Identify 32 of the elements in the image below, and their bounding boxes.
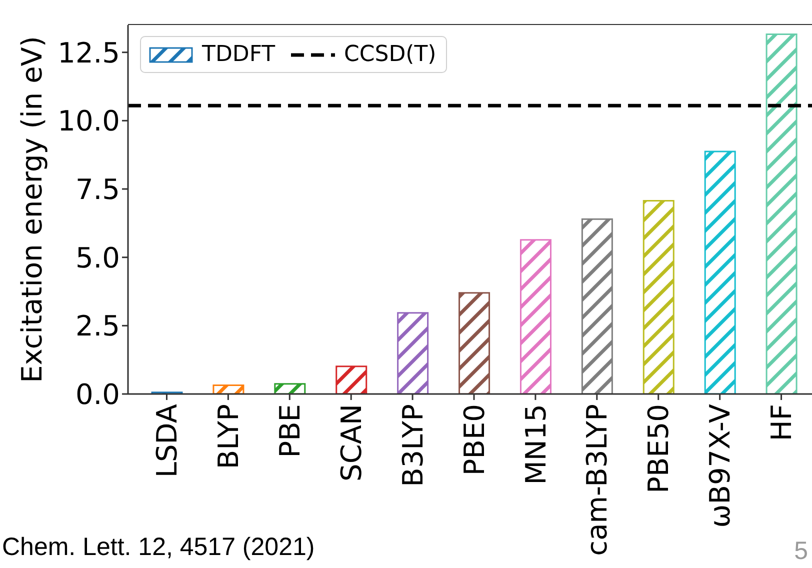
legend-label: CCSD(T): [344, 42, 436, 67]
bar: [520, 239, 552, 394]
y-tick-label: 7.5: [75, 172, 120, 206]
x-tick-label: HF: [765, 404, 798, 442]
bar: [642, 200, 674, 394]
y-axis-title: Excitation energy (in eV): [16, 36, 48, 383]
bar: [458, 292, 490, 394]
x-tick-label: B3LYP: [396, 404, 430, 487]
y-tick-label: 0.0: [75, 378, 120, 411]
x-tick-label: PBE0: [458, 404, 491, 476]
x-tick-label: cam-B3LYP: [580, 404, 614, 556]
x-tick-label: ωB97X-V: [704, 404, 737, 528]
y-tick-label: 5.0: [75, 241, 120, 274]
y-tick-label: 2.5: [75, 310, 120, 343]
x-tick-label: SCAN: [334, 404, 368, 482]
bar: [212, 384, 244, 394]
x-tick-label: PBE50: [642, 404, 676, 494]
bar: [274, 383, 306, 394]
x-tick-label: LSDA: [150, 404, 184, 478]
x-tick-label: PBE: [273, 404, 306, 458]
bar: [766, 34, 798, 394]
bar: [397, 312, 429, 394]
bar: [336, 366, 368, 394]
text: Chem. Lett. 12, 4517 (2021): [2, 533, 315, 562]
text: 5: [794, 537, 808, 566]
y-tick-label: 12.5: [58, 36, 120, 70]
y-tick-label: 10.0: [58, 104, 120, 138]
legend-label: TDDFT: [202, 42, 276, 67]
x-tick-label: MN15: [519, 404, 552, 485]
bar: [581, 218, 613, 394]
bar: [704, 150, 736, 394]
x-tick-label: BLYP: [212, 404, 245, 470]
